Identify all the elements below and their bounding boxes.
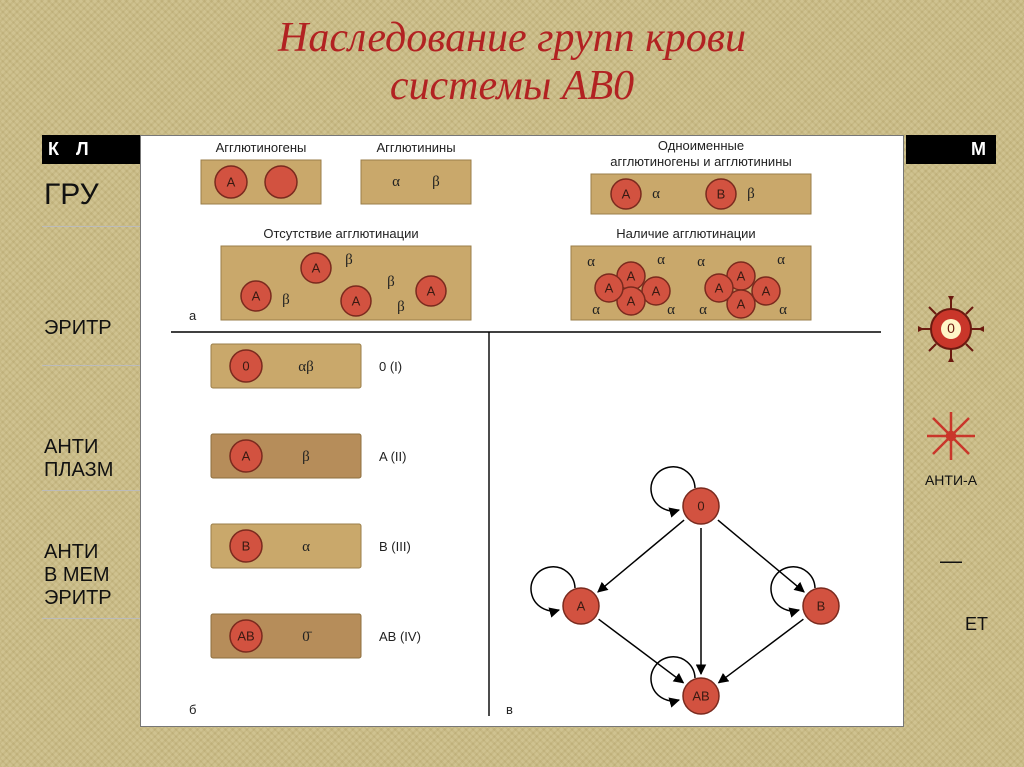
label-samename-2: агглютиногены и агглютинины <box>610 154 791 169</box>
svg-text:α: α <box>657 252 665 268</box>
svg-text:α: α <box>592 302 600 318</box>
right-dash: — <box>906 548 996 574</box>
svg-text:0: 0 <box>697 499 704 514</box>
greek-alpha: α <box>392 174 400 190</box>
svg-text:α: α <box>777 252 785 268</box>
svg-text:A: A <box>762 284 771 299</box>
panel-b-label: б <box>189 702 196 717</box>
svg-text:A: A <box>627 269 636 284</box>
panel-a-label: а <box>189 308 197 323</box>
svg-text:β: β <box>387 274 395 290</box>
central-svg: Агглютиногены A Агглютинины α β Одноимен… <box>141 136 903 726</box>
svg-text:A: A <box>652 284 661 299</box>
svg-text:α: α <box>587 254 595 270</box>
svg-text:B (III): B (III) <box>379 539 411 554</box>
svg-text:A: A <box>252 289 261 304</box>
svg-text:α: α <box>302 539 310 555</box>
svg-text:AB (IV): AB (IV) <box>379 629 421 644</box>
slide-title: Наследование групп крови системы АВ0 <box>0 14 1024 111</box>
svg-text:A: A <box>737 297 746 312</box>
svg-text:A: A <box>427 284 436 299</box>
svg-text:α: α <box>697 254 705 270</box>
svg-text:0: 0 <box>242 359 249 374</box>
right-et: ЕТ <box>906 614 996 635</box>
right-label-anti-a: АНТИ-А <box>906 472 996 488</box>
label-no-aggl: Отсутствие агглютинации <box>263 226 418 241</box>
svg-text:A: A <box>242 449 251 464</box>
svg-text:A: A <box>622 187 631 202</box>
tanbox-agglutinins <box>361 160 471 204</box>
central-diagram: Агглютиногены A Агглютинины α β Одноимен… <box>140 135 904 727</box>
svg-text:A: A <box>577 599 586 614</box>
title-line-1: Наследование групп крови <box>278 15 746 61</box>
right-strip-fragment: М 0 А <box>906 135 996 635</box>
group-list: 0αβ0 (I)AβA (II)BαB (III)AB0̄AB (IV) <box>211 344 421 658</box>
donor-diagram: 0ABAB <box>531 467 839 714</box>
svg-text:B: B <box>242 539 251 554</box>
svg-text:A: A <box>352 294 361 309</box>
title-line-2: системы АВ0 <box>390 63 634 109</box>
svg-text:0 (I): 0 (I) <box>379 359 402 374</box>
svg-text:α: α <box>652 186 660 202</box>
svg-text:α: α <box>667 302 675 318</box>
right-virus-icon: 0 <box>906 294 996 368</box>
svg-text:AB: AB <box>692 689 709 704</box>
panel-v-label: в <box>506 702 513 717</box>
svg-text:α: α <box>779 302 787 318</box>
label-agglutinins: Агглютинины <box>376 140 455 155</box>
right-strip-header: М <box>906 135 996 164</box>
svg-text:B: B <box>717 187 726 202</box>
svg-text:B: B <box>817 599 826 614</box>
svg-text:β: β <box>747 186 755 202</box>
svg-text:0: 0 <box>947 320 955 336</box>
svg-text:A: A <box>627 294 636 309</box>
svg-text:A: A <box>605 281 614 296</box>
cell-A-top-label: A <box>227 175 236 190</box>
svg-text:αβ: αβ <box>298 359 314 375</box>
svg-text:A: A <box>312 261 321 276</box>
greek-beta: β <box>432 174 440 190</box>
cell-blank-top <box>265 166 297 198</box>
label-samename-1: Одноименные <box>658 138 744 153</box>
svg-text:β: β <box>282 292 290 308</box>
right-snowflake-icon <box>906 408 996 468</box>
svg-text:AB: AB <box>237 629 254 644</box>
svg-text:β: β <box>302 449 310 465</box>
svg-text:α: α <box>699 302 707 318</box>
svg-text:A: A <box>737 269 746 284</box>
svg-text:β: β <box>345 252 353 268</box>
svg-text:A: A <box>715 281 724 296</box>
svg-text:A (II): A (II) <box>379 449 406 464</box>
label-has-aggl: Наличие агглютинации <box>616 226 755 241</box>
svg-text:β: β <box>397 299 405 315</box>
label-agglutinogens: Агглютиногены <box>216 140 307 155</box>
